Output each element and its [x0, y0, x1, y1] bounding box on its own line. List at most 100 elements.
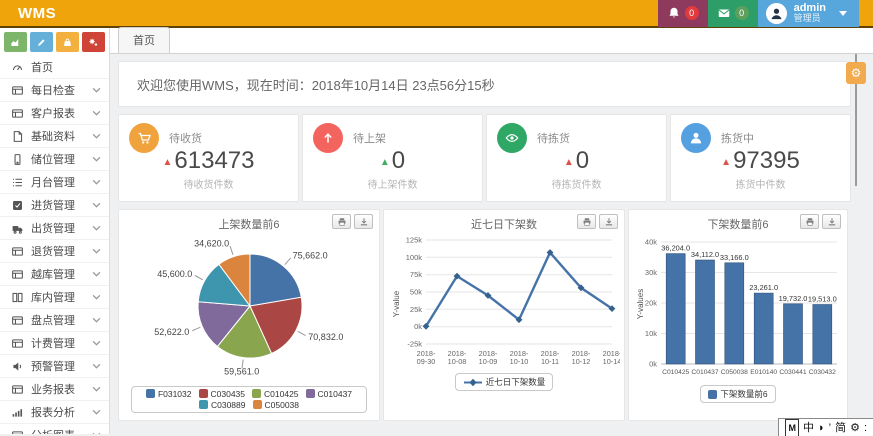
- user-menu[interactable]: admin 管理员: [757, 0, 859, 27]
- legend-item[interactable]: C010437: [305, 389, 352, 399]
- legend-item[interactable]: C010425: [252, 389, 299, 399]
- trend-arrow-icon: ▲: [721, 157, 732, 168]
- sidebar-item-outbound[interactable]: 出货管理: [0, 217, 109, 240]
- bar-chart: 0k 10k 20k 30k 40k Y-values 36,204.0 34,112.0 33…: [635, 232, 841, 385]
- sidebar-item-report-analysis[interactable]: 报表分析: [0, 401, 109, 424]
- svg-text:34,112.0: 34,112.0: [691, 250, 719, 259]
- sidebar-item-returns[interactable]: 退货管理: [0, 240, 109, 263]
- stat-value: ▲613473: [162, 147, 255, 174]
- sidebar-item-base-data[interactable]: 基础资料: [0, 125, 109, 148]
- stat-subtitle: 待收货件数: [183, 180, 234, 191]
- legend-item[interactable]: 近七日下架数量: [463, 376, 545, 388]
- svg-text:100k: 100k: [406, 253, 423, 262]
- legend-item[interactable]: F031032: [145, 389, 192, 399]
- sidebar: 首页 每日检查客户报表基础资料 储位管理 月台管理 进货管理出货管理退货管理越库管理库内…: [0, 28, 110, 434]
- bell-icon: [669, 7, 679, 18]
- svg-text:0k: 0k: [649, 360, 657, 369]
- ime-language-bar: M 中 ◗’ 简 ⚙:: [778, 418, 873, 436]
- top-bar: WMS 0 0 admin 管理员: [0, 0, 873, 28]
- sidebar-item-billing[interactable]: 计费管理: [0, 332, 109, 355]
- sidebar-item-dock[interactable]: 月台管理: [0, 171, 109, 194]
- tab-home[interactable]: 首页: [118, 27, 170, 53]
- sidebar-item-label: 库内管理: [31, 292, 75, 304]
- print-chart-button[interactable]: [800, 214, 819, 229]
- sidebar-item-alerts[interactable]: 预警管理: [0, 355, 109, 378]
- sidebar-item-storage-location[interactable]: 储位管理: [0, 148, 109, 171]
- trend-arrow-icon: ▲: [563, 157, 574, 168]
- legend-item[interactable]: 下架数量前6: [708, 388, 768, 400]
- quick-bag-button[interactable]: [56, 32, 79, 52]
- svg-text:52,622.0: 52,622.0: [154, 327, 189, 337]
- download-icon: [828, 217, 835, 225]
- sidebar-item-in-warehouse[interactable]: 库内管理: [0, 286, 109, 309]
- stat-value: ▲0: [379, 147, 406, 174]
- chevron-down-icon: [92, 153, 101, 165]
- trend-arrow-icon: ▲: [162, 157, 173, 168]
- stat-label: 待收货: [169, 133, 202, 145]
- ime-item-6[interactable]: :: [863, 421, 867, 434]
- card-icon: [11, 429, 24, 434]
- sidebar-item-business-report[interactable]: 业务报表: [0, 378, 109, 401]
- svg-text:Y-value: Y-value: [392, 290, 401, 317]
- card-icon: [11, 107, 24, 120]
- columns-icon: [11, 291, 24, 304]
- sidebar-item-home[interactable]: 首页: [0, 56, 109, 79]
- svg-text:19,513.0: 19,513.0: [808, 295, 837, 304]
- legend-item[interactable]: C050038: [252, 400, 299, 410]
- main-area: 首页 欢迎您使用WMS，现在时间：2018年10月14日 23点56分15秒 待…: [110, 27, 873, 434]
- quick-pencil-button[interactable]: [30, 32, 53, 52]
- username: admin: [793, 1, 826, 14]
- messages-button[interactable]: 0: [707, 0, 758, 27]
- chart-title: 下架数量前6: [707, 219, 769, 231]
- ime-item-3[interactable]: ’: [828, 421, 832, 434]
- print-chart-button[interactable]: [577, 214, 596, 229]
- sidebar-item-stocktake[interactable]: 盘点管理: [0, 309, 109, 332]
- chevron-down-icon: [92, 84, 101, 96]
- svg-text:2018-10-08: 2018-10-08: [448, 349, 467, 366]
- sidebar-item-analysis-chart[interactable]: 分析图表: [0, 424, 109, 434]
- scrollbar[interactable]: [855, 54, 857, 186]
- sidebar-item-cross-dock[interactable]: 越库管理: [0, 263, 109, 286]
- chevron-down-icon: [92, 314, 101, 326]
- ime-item-0[interactable]: M: [785, 418, 799, 436]
- notifications-button[interactable]: 0: [657, 0, 708, 27]
- legend-item[interactable]: C030889: [198, 400, 246, 410]
- ime-item-5[interactable]: ⚙: [850, 421, 860, 434]
- download-chart-button[interactable]: [354, 214, 373, 229]
- svg-text:40k: 40k: [645, 238, 657, 247]
- download-icon: [360, 217, 367, 225]
- download-chart-button[interactable]: [599, 214, 618, 229]
- svg-text:59,561.0: 59,561.0: [224, 367, 259, 377]
- legend-item[interactable]: C030435: [198, 389, 245, 399]
- sidebar-item-label: 越库管理: [31, 269, 75, 281]
- shelving-pie-chart-panel: 上架数量前6 75,662.0 70,832.0 59,561.0 52,622.0 4…: [118, 209, 380, 421]
- sidebar-item-daily-check[interactable]: 每日检查: [0, 79, 109, 102]
- ime-item-2[interactable]: ◗: [817, 421, 825, 434]
- notifications-count-badge: 0: [684, 6, 699, 20]
- sidebar-item-label: 客户报表: [31, 108, 75, 120]
- stat-value: ▲0: [563, 147, 590, 174]
- quick-gears-button[interactable]: [82, 32, 105, 52]
- settings-side-button[interactable]: ⚙: [846, 62, 866, 84]
- pencil-icon: [38, 38, 45, 46]
- sidebar-item-customer-report[interactable]: 客户报表: [0, 102, 109, 125]
- chevron-down-icon: [92, 383, 101, 395]
- welcome-panel: 欢迎您使用WMS，现在时间：2018年10月14日 23点56分15秒: [118, 61, 851, 107]
- sidebar-item-inbound[interactable]: 进货管理: [0, 194, 109, 217]
- svg-text:125k: 125k: [406, 236, 423, 245]
- sidebar-item-label: 出货管理: [31, 223, 75, 235]
- ime-item-4[interactable]: 简: [835, 421, 847, 434]
- chevron-down-icon: [92, 360, 101, 372]
- charts-row: 上架数量前6 75,662.0 70,832.0 59,561.0 52,622.0 4…: [118, 209, 851, 421]
- chevron-down-icon: [92, 176, 101, 188]
- chevron-down-icon: [92, 199, 101, 211]
- sidebar-item-label: 业务报表: [31, 384, 75, 396]
- quick-chart-area-button[interactable]: [4, 32, 27, 52]
- stat-value: ▲97395: [721, 147, 800, 174]
- download-chart-button[interactable]: [822, 214, 841, 229]
- bag-icon: [64, 38, 71, 46]
- ime-item-1[interactable]: 中: [802, 421, 814, 434]
- print-chart-button[interactable]: [332, 214, 351, 229]
- stat-subtitle: 待拣货件数: [551, 180, 602, 191]
- svg-text:C050038: C050038: [721, 369, 748, 376]
